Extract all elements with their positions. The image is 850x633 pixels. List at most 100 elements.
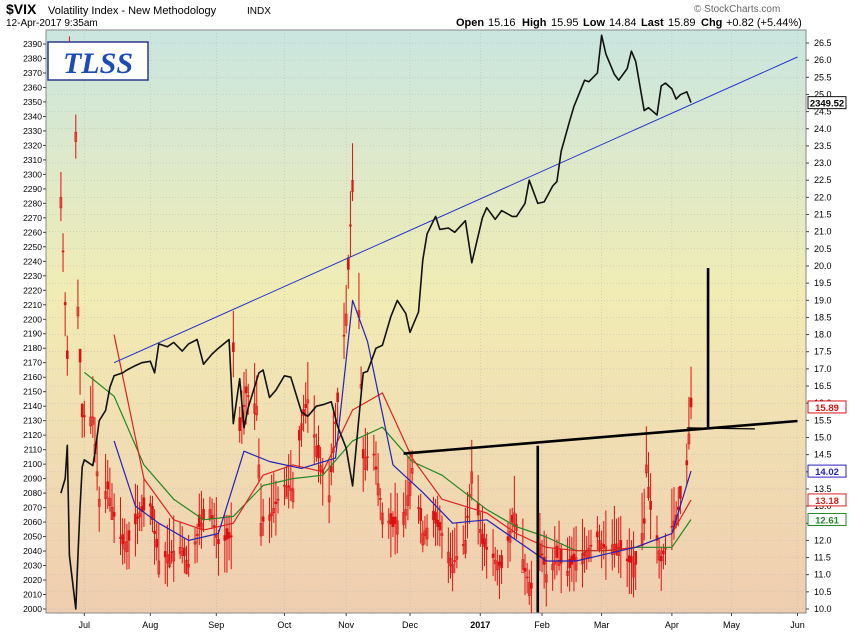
right-tick-label: 26.0 xyxy=(814,55,832,65)
vix-candle-body xyxy=(470,471,474,484)
value-tag-box xyxy=(807,96,847,110)
vix-candle-body xyxy=(655,535,659,541)
vix-candle-body xyxy=(464,540,467,554)
vix-candle-body xyxy=(74,131,78,142)
left-tick-label: 2160 xyxy=(23,372,42,382)
vix-candle-body xyxy=(287,485,290,488)
vix-candle-body xyxy=(336,392,339,403)
vix-candle-body xyxy=(402,512,405,525)
right-tick-label: 23.5 xyxy=(814,141,832,151)
left-tick-label: 2340 xyxy=(23,111,42,121)
vix-candle-body xyxy=(317,445,320,459)
quote-bar: Open 15.16 High 15.95 Low 14.84 Last 15.… xyxy=(456,17,802,29)
right-tick-label: 19.5 xyxy=(814,278,832,288)
x-tick-label: May xyxy=(723,620,741,630)
vix-candle-body xyxy=(410,468,414,474)
left-tick-label: 2000 xyxy=(23,604,42,614)
x-tick-label: Feb xyxy=(534,620,550,630)
right-tick-label: 13.5 xyxy=(814,484,832,494)
high-label: High xyxy=(522,17,547,29)
vix-candle-body xyxy=(404,509,408,516)
vix-candle-body xyxy=(389,513,393,525)
vix-candle-body xyxy=(647,486,650,498)
symbol: $VIX xyxy=(6,1,37,17)
right-tick-label: 24.0 xyxy=(814,124,832,134)
left-tick-label: 2100 xyxy=(23,459,42,469)
right-tick-label: 19.0 xyxy=(814,295,832,305)
left-tick-label: 2050 xyxy=(23,532,42,542)
vix-candle-body xyxy=(540,553,544,556)
vix-candle-body xyxy=(138,512,141,518)
right-tick-label: 11.5 xyxy=(814,553,831,563)
vix-candle-body xyxy=(657,550,661,561)
left-tick-label: 2110 xyxy=(24,445,43,455)
vix-candle-body xyxy=(306,399,310,404)
vix-candle-body xyxy=(61,250,65,253)
left-tick-label: 2180 xyxy=(23,343,42,353)
vix-candle-body xyxy=(602,544,606,548)
x-tick-label: Apr xyxy=(665,620,679,630)
value-tag-box xyxy=(807,464,847,478)
vix-candle-body xyxy=(112,512,116,517)
vix-candle-body xyxy=(108,497,112,506)
right-tick-label: 15.5 xyxy=(814,415,832,425)
vix-candle-body xyxy=(327,495,331,503)
vix-candle-body xyxy=(642,518,646,524)
vix-candle-body xyxy=(346,257,350,270)
vix-candle-body xyxy=(689,397,693,408)
vix-candle-body xyxy=(285,486,288,499)
vix-candle-body xyxy=(555,545,559,558)
left-tick-label: 2250 xyxy=(23,242,42,252)
vix-candle-body xyxy=(498,561,501,566)
left-tick-label: 2220 xyxy=(23,285,42,295)
chg-value: +0.82 (+5.44%) xyxy=(726,17,802,29)
vix-candle-body xyxy=(78,348,82,363)
open-value: 15.16 xyxy=(488,17,516,29)
value-tag-box xyxy=(807,400,847,414)
vix-candle-body xyxy=(374,466,378,470)
left-tick-label: 2190 xyxy=(23,329,42,339)
left-tick-label: 2150 xyxy=(23,387,42,397)
last-value: 15.89 xyxy=(668,17,696,29)
vix-candle-body xyxy=(121,534,124,545)
vix-candle-body xyxy=(481,533,484,545)
vix-candle-body xyxy=(376,483,380,496)
vix-candle-body xyxy=(500,555,503,569)
left-tick-label: 2350 xyxy=(23,97,42,107)
vix-candle-body xyxy=(210,515,214,519)
vix-candle-body xyxy=(283,484,286,487)
vix-candle-body xyxy=(510,515,514,523)
vix-candle-body xyxy=(242,405,246,407)
vix-candle-body xyxy=(640,533,644,546)
left-tick-label: 2080 xyxy=(23,488,42,498)
vix-candle-body xyxy=(225,528,229,540)
vix-candle-body xyxy=(332,447,335,453)
vix-candle-body xyxy=(361,449,365,459)
vix-candle-body xyxy=(163,551,167,558)
vix-candle-body xyxy=(202,509,205,521)
vix-candle-body xyxy=(551,564,554,571)
vix-candle-body xyxy=(208,509,212,519)
right-tick-label: 15.0 xyxy=(814,432,832,442)
right-tick-label: 11.0 xyxy=(814,570,831,580)
exchange: INDX xyxy=(247,6,271,17)
vix-candle-body xyxy=(685,460,689,466)
vix-candle-body xyxy=(455,556,459,560)
vix-candle-body xyxy=(596,531,599,538)
vix-candle-body xyxy=(687,433,691,445)
x-tick-label: Jun xyxy=(790,620,805,630)
vix-candle-body xyxy=(97,498,101,507)
tlss-logo: TLSS xyxy=(47,41,149,81)
left-tick-label: 2280 xyxy=(23,198,42,208)
credit: © StockCharts.com xyxy=(694,4,780,15)
vix-candle-body xyxy=(187,564,190,568)
vix-candle-body xyxy=(670,525,674,528)
value-tag-text: 2349.52 xyxy=(810,99,844,110)
vix-candle-body xyxy=(447,551,450,564)
vix-candle-body xyxy=(168,553,171,568)
vix-candle-body xyxy=(645,464,648,474)
vix-candle-body xyxy=(506,536,510,541)
vix-candle-body xyxy=(432,510,435,521)
series-layer xyxy=(59,34,798,613)
vix-candle-body xyxy=(274,501,278,505)
